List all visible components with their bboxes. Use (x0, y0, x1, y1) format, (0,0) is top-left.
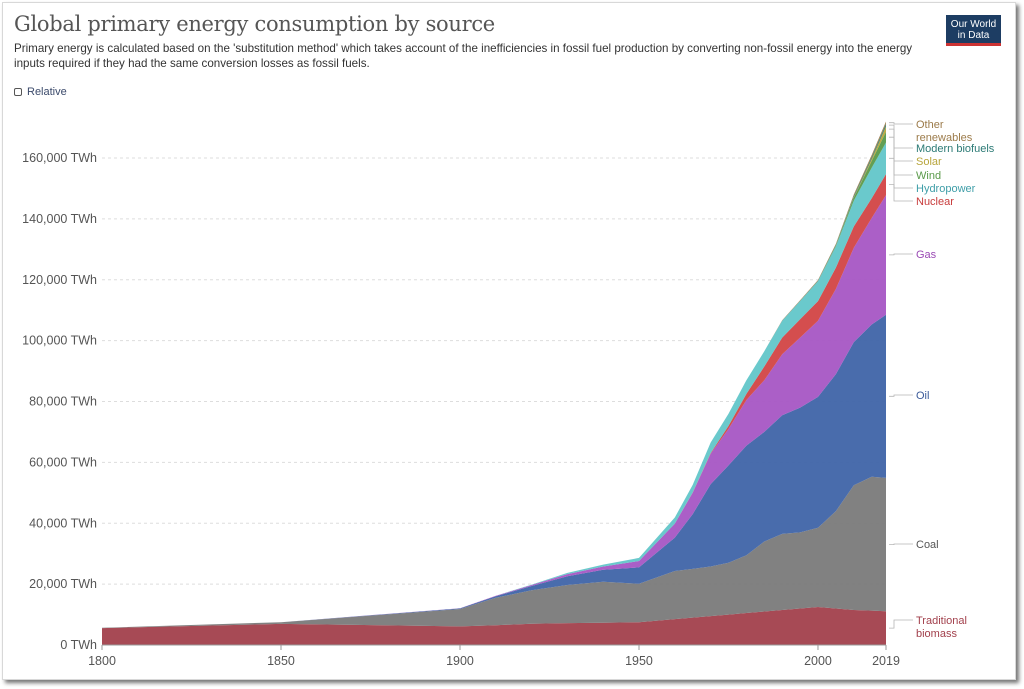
legend-label-line2: biomass (916, 628, 957, 640)
legend-connector (889, 184, 913, 202)
legend-connector (889, 253, 913, 256)
legend-connector (889, 128, 913, 162)
y-tick-label: 140,000 TWh (22, 212, 97, 226)
legend-connector (889, 619, 913, 629)
legend-label: Gas (916, 249, 937, 261)
y-tick-label: 60,000 TWh (29, 455, 97, 469)
legend-label: Oil (916, 390, 929, 402)
y-tick-label: 120,000 TWh (22, 273, 97, 287)
relative-checkbox[interactable] (14, 88, 22, 96)
relative-toggle[interactable]: Relative (14, 86, 67, 98)
relative-label: Relative (27, 86, 67, 98)
x-tick-label: 2000 (804, 654, 832, 668)
logo-line-2: in Data (957, 30, 990, 41)
legend-connector (889, 157, 913, 189)
x-tick-label: 1850 (267, 654, 295, 668)
legend-connector (889, 124, 913, 149)
legend-label-line2: renewables (916, 132, 973, 144)
owid-logo[interactable]: Our World in Data (946, 15, 1001, 46)
area-traditional-biomass (102, 607, 886, 645)
legend-label: Modern biofuels (916, 143, 995, 155)
y-tick-label: 160,000 TWh (22, 151, 97, 165)
legend-label: Nuclear (916, 196, 954, 208)
x-tick-label: 1900 (446, 654, 474, 668)
x-tick-label: 1950 (625, 654, 653, 668)
area-coal (102, 476, 886, 629)
x-tick-label: 1800 (88, 654, 116, 668)
chart-subtitle: Primary energy is calculated based on th… (14, 42, 913, 70)
x-tick-label: 2019 (872, 654, 900, 668)
legend-label: Wind (916, 170, 941, 182)
legend-connector (889, 394, 913, 397)
legend-label: Hydropower (916, 183, 976, 195)
legend-label: Coal (916, 539, 939, 551)
chart-title: Global primary energy consumption by sou… (14, 12, 495, 36)
legend-label: Traditional (916, 615, 967, 627)
legend-connector (889, 543, 913, 545)
y-tick-label: 100,000 TWh (22, 334, 97, 348)
area-oil (102, 314, 886, 628)
y-tick-label: 80,000 TWh (29, 395, 97, 409)
y-tick-label: 20,000 TWh (29, 577, 97, 591)
y-tick-label: 40,000 TWh (29, 516, 97, 530)
legend-connector (889, 122, 913, 125)
legend-label: Other (916, 119, 944, 131)
logo-line-1: Our World (950, 19, 997, 30)
y-tick-label: 0 TWh (60, 638, 97, 652)
legend-connector (889, 136, 913, 176)
legend-label: Solar (916, 156, 942, 168)
